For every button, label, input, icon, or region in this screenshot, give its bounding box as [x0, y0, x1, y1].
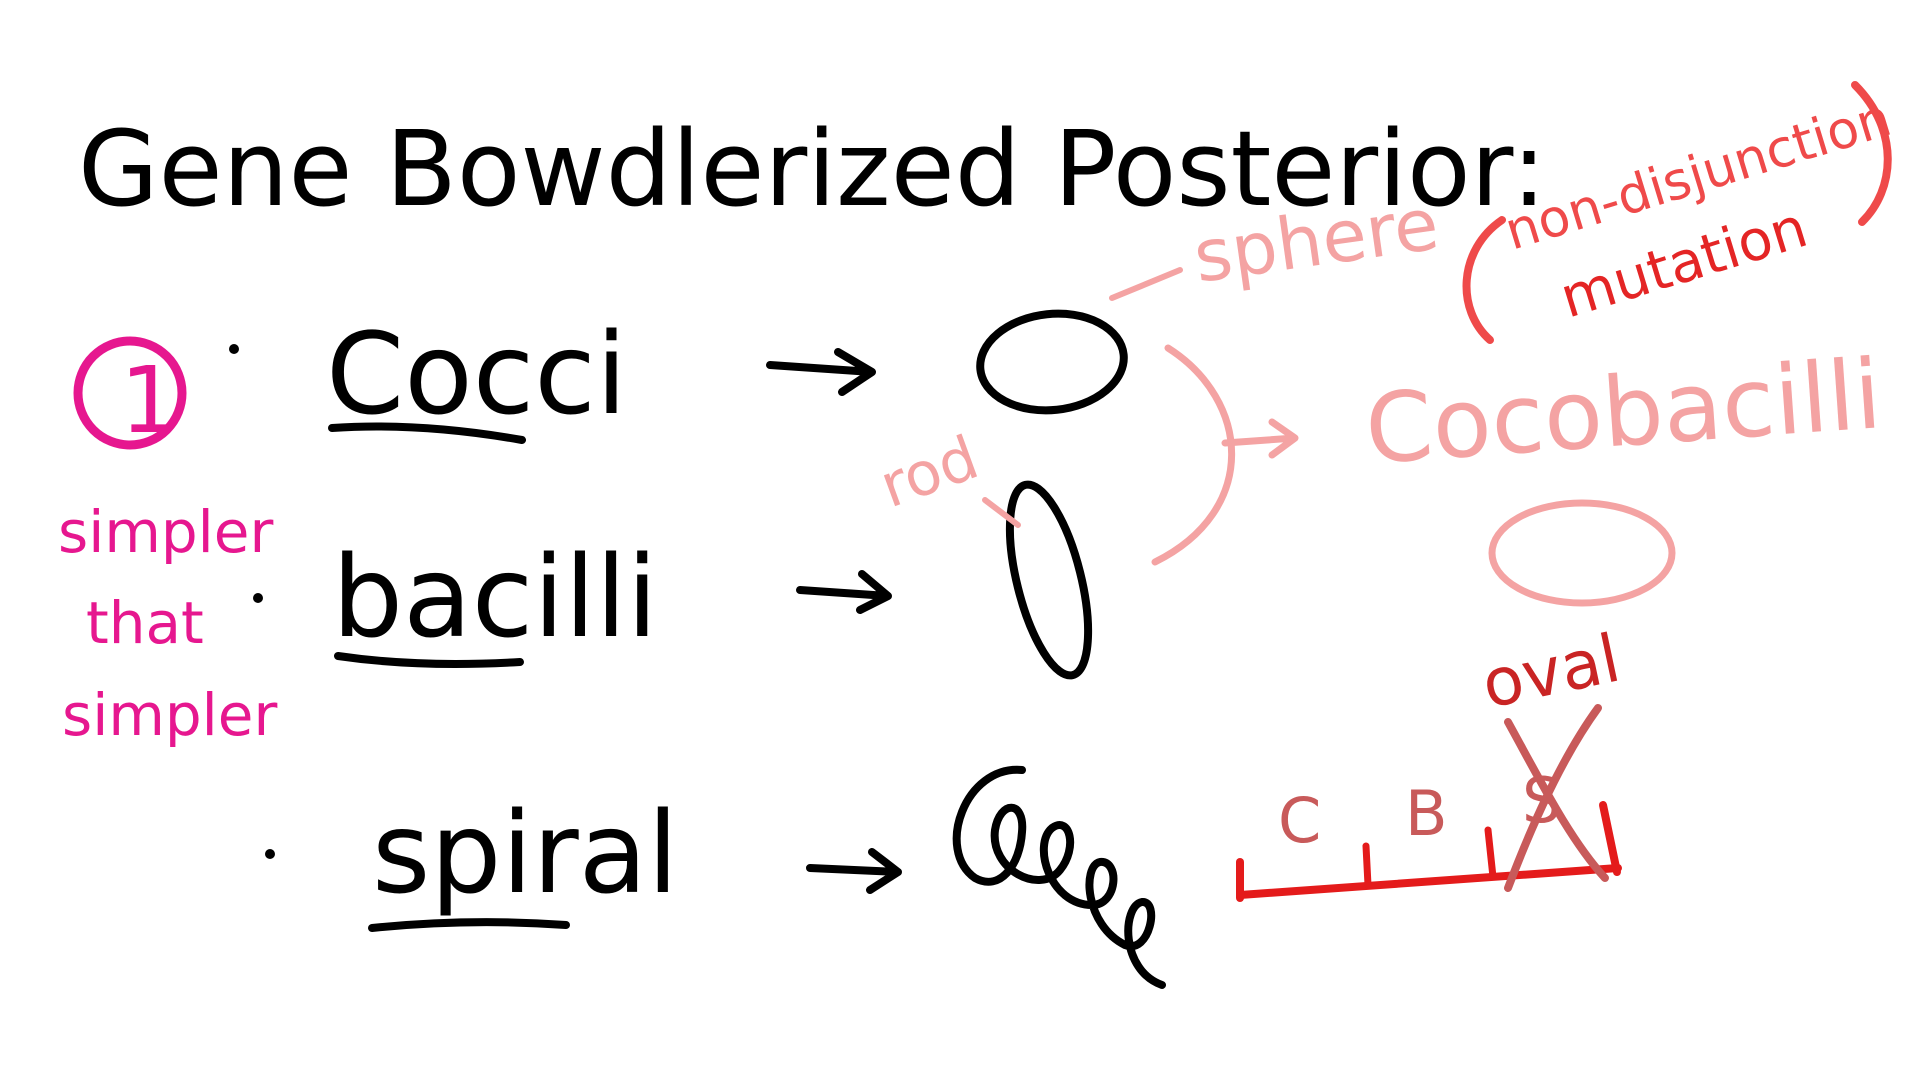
term-spiral: spiral [368, 789, 678, 932]
mutation-close-paren [1851, 81, 1892, 226]
mutation-open-paren [1462, 216, 1506, 344]
arrow-icon [806, 848, 902, 894]
scale-tick [1484, 826, 1497, 881]
step-number: 1 [120, 347, 179, 454]
cross-out-mark-icon [1504, 704, 1609, 892]
bullet-dot [253, 593, 263, 603]
page-title: Gene Bowdlerized Posterior: [78, 108, 1547, 230]
step-circle [73, 336, 187, 450]
step-number-badge: 1 [73, 336, 187, 454]
arrow-icon [796, 570, 892, 614]
shape-scale: C B S [1236, 704, 1622, 902]
term-label: bacilli [332, 533, 658, 663]
scale-tick [1599, 801, 1621, 876]
scale-tick-label: C [1278, 784, 1321, 857]
scale-tick [1362, 842, 1372, 889]
bullet-dot [229, 344, 239, 354]
oval-shape-icon [1488, 499, 1676, 607]
rod-shape-icon [1005, 480, 1093, 680]
cocobacilli-label: Cocobacilli [1362, 338, 1885, 486]
scale-line [1236, 864, 1622, 899]
term-label: Cocci [326, 310, 627, 440]
bullet-dot [265, 849, 275, 859]
sphere-pointer-line [1109, 267, 1183, 301]
term-underline [368, 918, 570, 932]
side-note-line3: simpler [62, 681, 277, 749]
term-underline [328, 422, 526, 444]
term-label: spiral [372, 789, 678, 919]
sphere-shape-icon [976, 309, 1128, 415]
scale-tick-label: B [1405, 777, 1448, 850]
term-bacilli: bacilli [332, 533, 658, 668]
term-cocci: Cocci [326, 310, 627, 444]
spiral-shape-icon [952, 765, 1166, 989]
rod-label: rod [871, 423, 987, 522]
term-underline [334, 652, 524, 668]
arrow-icon [1221, 418, 1299, 459]
oval-label: oval [1475, 620, 1626, 724]
side-note-line1: simpler [58, 498, 273, 566]
rod-pointer-line [982, 497, 1021, 528]
grouping-bracket [1151, 344, 1235, 566]
side-note: simpler that simpler [58, 498, 277, 749]
side-note-line2: that [86, 589, 204, 657]
arrow-icon [766, 348, 876, 396]
